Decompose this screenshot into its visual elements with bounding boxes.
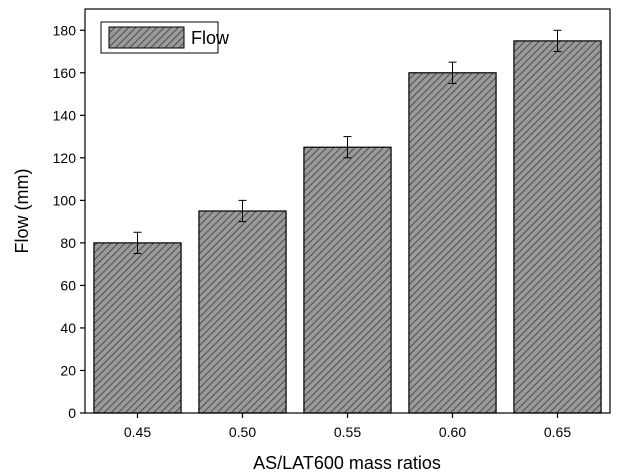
y-tick-label: 40	[60, 320, 76, 336]
bar	[198, 210, 287, 414]
y-tick-label: 60	[60, 277, 76, 293]
y-tick-label: 180	[53, 22, 77, 38]
x-tick-label: 0.60	[439, 424, 466, 440]
error-bar	[238, 199, 247, 223]
y-tick-label: 80	[60, 235, 76, 251]
error-bar	[553, 29, 562, 53]
x-axis-title: AS/LAT600 mass ratios	[253, 453, 441, 473]
y-axis-ticks: 0 20 40 60 80 100 120 140 160 180	[53, 22, 85, 421]
bar	[513, 40, 602, 414]
bar	[93, 242, 182, 414]
y-tick-label: 140	[53, 107, 77, 123]
error-bar	[448, 61, 457, 84]
legend-label: Flow	[191, 28, 230, 48]
x-tick-label: 0.55	[334, 424, 361, 440]
bars-layer	[93, 40, 602, 414]
y-tick-label: 20	[60, 362, 76, 378]
error-bar	[343, 136, 352, 159]
error-bar	[133, 231, 142, 255]
error-bars-layer	[133, 29, 562, 255]
x-tick-label: 0.50	[229, 424, 256, 440]
y-tick-label: 160	[53, 65, 77, 81]
y-tick-label: 120	[53, 150, 77, 166]
x-axis-ticks: 0.45 0.50 0.55 0.60 0.65	[124, 413, 571, 440]
x-tick-label: 0.65	[544, 424, 571, 440]
legend: Flow	[100, 21, 230, 54]
y-tick-label: 0	[68, 405, 76, 421]
y-tick-label: 100	[53, 192, 77, 208]
y-axis-title: Flow (mm)	[12, 169, 32, 254]
bar	[303, 146, 392, 414]
legend-swatch	[108, 26, 185, 49]
bar	[408, 72, 497, 414]
x-tick-label: 0.45	[124, 424, 151, 440]
